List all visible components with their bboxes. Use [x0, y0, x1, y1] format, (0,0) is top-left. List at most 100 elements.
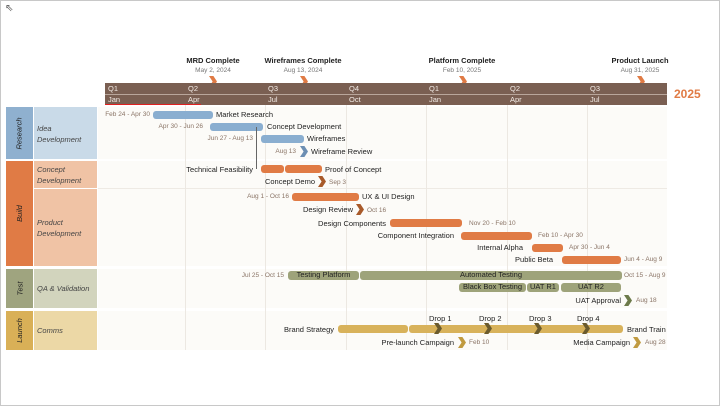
quarter-label: Q1	[429, 84, 440, 93]
drop-label: Drop 1	[429, 314, 452, 323]
lane-build	[98, 161, 667, 266]
milestone-title: MRD Complete	[186, 56, 240, 65]
milestone-title: Platform Complete	[428, 56, 496, 65]
task-label: Brand Strategy	[283, 325, 334, 334]
task-dates: Oct 15 - Aug 9	[624, 272, 666, 279]
cursor-icon: ⇖	[5, 3, 14, 14]
subgroup-idea: Idea Development	[34, 107, 97, 159]
task-label: Technical Feasibility	[186, 165, 253, 174]
milestone-date: May 2, 2024	[195, 67, 231, 74]
group-label: Build	[15, 205, 24, 222]
group-label: Launch	[14, 318, 24, 343]
milestone-chevron-icon[interactable]	[356, 204, 364, 215]
milestone-chevron-icon[interactable]	[300, 76, 308, 87]
month-label: Jan	[108, 95, 121, 104]
task-label: UAT Approval	[575, 296, 621, 305]
task-bar-uat-r2[interactable]: UAT R2	[561, 283, 621, 292]
subgroup-concept: Concept Development	[34, 161, 97, 188]
task-label: Concept Development	[267, 122, 342, 131]
divider	[98, 188, 667, 189]
task-label: Proof of Concept	[325, 165, 382, 174]
milestone-chevron-icon[interactable]	[300, 146, 308, 157]
month-label: Oct	[349, 95, 361, 104]
task-dates: Apr 30 - Jun 26	[158, 123, 203, 130]
quarter-band: Q1 Q2 Q3 Q4 Q1 Q2 Q3	[105, 83, 667, 94]
milestone-date: Aug 13, 2024	[283, 67, 323, 74]
gridline	[265, 105, 266, 350]
quarter-label: Q1	[108, 84, 119, 93]
task-bar-internal-alpha[interactable]	[532, 244, 563, 252]
drop-chevron-icon[interactable]	[434, 323, 442, 334]
milestone-chevron-icon[interactable]	[624, 295, 632, 306]
drop-chevron-icon[interactable]	[582, 323, 590, 334]
subgroup-comms: Comms	[34, 311, 97, 350]
task-bar-proof-of-concept[interactable]	[285, 165, 322, 173]
drop-label: Drop 3	[529, 314, 552, 323]
milestone-date: Aug 31, 2025	[620, 67, 660, 74]
task-dates: Nov 20 - Feb 10	[469, 220, 516, 227]
subgroup-qa: QA & Validation	[34, 269, 97, 308]
task-bar-uat-r1[interactable]: UAT R1	[527, 283, 559, 292]
quarter-label: Q2	[510, 84, 521, 93]
task-bar-design-components[interactable]	[390, 219, 462, 227]
quarter-label: Q2	[188, 84, 199, 93]
group-label: Test	[15, 281, 24, 296]
milestone-chevron-icon[interactable]	[209, 76, 217, 87]
task-bar-brand-train[interactable]	[409, 325, 623, 333]
task-bar-market-research[interactable]	[153, 111, 213, 119]
gridline	[507, 105, 508, 350]
task-bar-testing-platform[interactable]: Testing Platform	[288, 271, 359, 280]
quarter-label: Q3	[268, 84, 279, 93]
task-dates: Aug 18	[636, 297, 657, 304]
task-dates: Feb 10	[469, 339, 490, 346]
drop-chevron-icon[interactable]	[484, 323, 492, 334]
year-label: 2025	[674, 87, 701, 101]
today-marker	[105, 104, 201, 105]
milestone-chevron-icon[interactable]	[459, 76, 467, 87]
task-label: Design Components	[318, 219, 386, 228]
task-label: Public Beta	[515, 255, 553, 264]
task-bar-ux-ui-design[interactable]	[292, 193, 359, 201]
task-label: Internal Alpha	[477, 243, 523, 252]
task-bar-black-box-testing[interactable]: Black Box Testing	[459, 283, 526, 292]
milestone-chevron-icon[interactable]	[637, 76, 645, 87]
drop-chevron-icon[interactable]	[534, 323, 542, 334]
task-bar-public-beta[interactable]	[562, 256, 621, 264]
group-launch: Launch	[6, 311, 33, 350]
task-bar-technical-feasibility[interactable]	[261, 165, 284, 173]
task-bar-component-integration[interactable]	[461, 232, 532, 240]
quarter-label: Q3	[590, 84, 601, 93]
task-dates: Jul 25 - Oct 15	[241, 272, 284, 279]
task-bar-wireframes[interactable]	[261, 135, 304, 143]
task-label: Media Campaign	[573, 338, 630, 347]
task-label: Wireframes	[307, 134, 346, 143]
subgroup-product: Product Development	[34, 189, 97, 266]
gridline	[587, 105, 588, 350]
task-bar-automated-testing[interactable]: Automated Testing	[360, 271, 622, 280]
task-dates: Apr 30 - Jun 4	[569, 244, 610, 251]
task-bar-brand-strategy[interactable]	[338, 325, 408, 333]
milestone-title: Wireframes Complete	[264, 56, 342, 65]
task-dates: Feb 24 - Apr 30	[105, 111, 150, 118]
task-label: Concept Demo	[264, 177, 315, 186]
task-dates: Sep 3	[329, 179, 346, 186]
milestone-chevron-icon[interactable]	[633, 337, 641, 348]
task-dates: Jun 4 - Aug 9	[624, 256, 663, 263]
drop-label: Drop 2	[479, 314, 502, 323]
month-label: Jul	[590, 95, 600, 104]
group-build: Build	[6, 161, 33, 266]
task-label: Pre-launch Campaign	[381, 338, 454, 347]
task-label: Component Integration	[377, 231, 454, 240]
milestone-chevron-icon[interactable]	[318, 176, 326, 187]
gridline	[426, 105, 427, 350]
task-dates: Aug 13	[275, 148, 296, 155]
drop-label: Drop 4	[577, 314, 600, 323]
task-dates: Feb 10 - Apr 30	[538, 232, 583, 239]
month-label: Jan	[429, 95, 442, 104]
task-label: Market Research	[216, 110, 274, 119]
milestone-chevron-icon[interactable]	[458, 337, 466, 348]
task-bar-concept-development[interactable]	[210, 123, 263, 131]
task-label: Brand Train	[627, 325, 666, 334]
month-label: Apr	[510, 95, 522, 104]
task-dates: Jun 27 - Aug 13	[207, 135, 253, 142]
